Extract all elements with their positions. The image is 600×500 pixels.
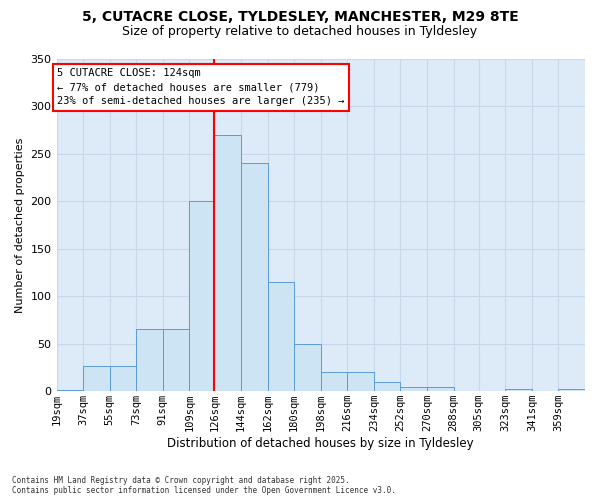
- Bar: [294, 344, 321, 391]
- Bar: [110, 366, 136, 391]
- Bar: [400, 388, 427, 391]
- Bar: [427, 388, 454, 391]
- Bar: [347, 372, 374, 391]
- Text: 5 CUTACRE CLOSE: 124sqm
← 77% of detached houses are smaller (779)
23% of semi-d: 5 CUTACRE CLOSE: 124sqm ← 77% of detache…: [57, 68, 345, 106]
- Text: Size of property relative to detached houses in Tyldesley: Size of property relative to detached ho…: [122, 25, 478, 38]
- Bar: [56, 390, 83, 391]
- Bar: [214, 135, 241, 391]
- X-axis label: Distribution of detached houses by size in Tyldesley: Distribution of detached houses by size …: [167, 437, 474, 450]
- Bar: [163, 330, 190, 391]
- Bar: [190, 202, 214, 391]
- Bar: [374, 382, 400, 391]
- Bar: [505, 390, 532, 391]
- Bar: [268, 282, 294, 391]
- Bar: [83, 366, 110, 391]
- Bar: [136, 330, 163, 391]
- Bar: [241, 164, 268, 391]
- Y-axis label: Number of detached properties: Number of detached properties: [15, 138, 25, 313]
- Bar: [321, 372, 347, 391]
- Bar: [559, 390, 585, 391]
- Text: 5, CUTACRE CLOSE, TYLDESLEY, MANCHESTER, M29 8TE: 5, CUTACRE CLOSE, TYLDESLEY, MANCHESTER,…: [82, 10, 518, 24]
- Text: Contains HM Land Registry data © Crown copyright and database right 2025.
Contai: Contains HM Land Registry data © Crown c…: [12, 476, 396, 495]
